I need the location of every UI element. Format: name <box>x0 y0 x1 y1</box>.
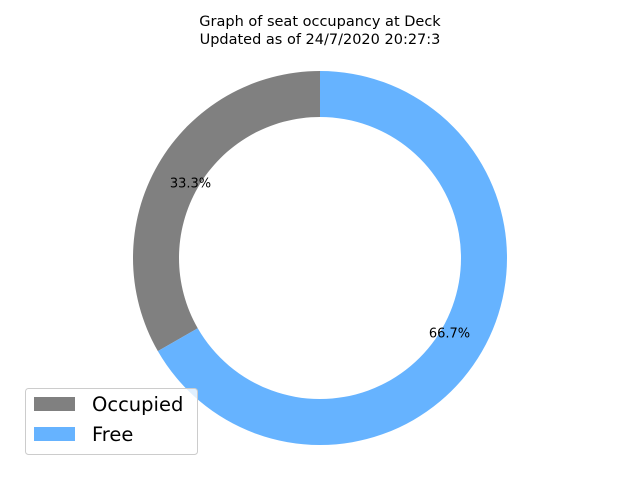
chart-title-line-1: Graph of seat occupancy at Deck <box>199 14 441 30</box>
legend-label-occupied: Occupied <box>92 393 183 416</box>
donut-slice-occupied <box>132 71 320 352</box>
donut-slices <box>132 71 508 445</box>
legend-label-free: Free <box>92 423 133 446</box>
legend-swatch-occupied <box>34 397 75 411</box>
percentage-labels: 33.3% 66.7% <box>170 177 470 342</box>
pct-label-occupied: 33.3% <box>170 177 211 192</box>
legend: Occupied Free <box>25 388 198 455</box>
legend-swatch-free <box>34 427 75 441</box>
pct-label-free: 66.7% <box>429 326 470 341</box>
chart-title-line-2: Updated as of 24/7/2020 20:27:3 <box>200 32 441 48</box>
